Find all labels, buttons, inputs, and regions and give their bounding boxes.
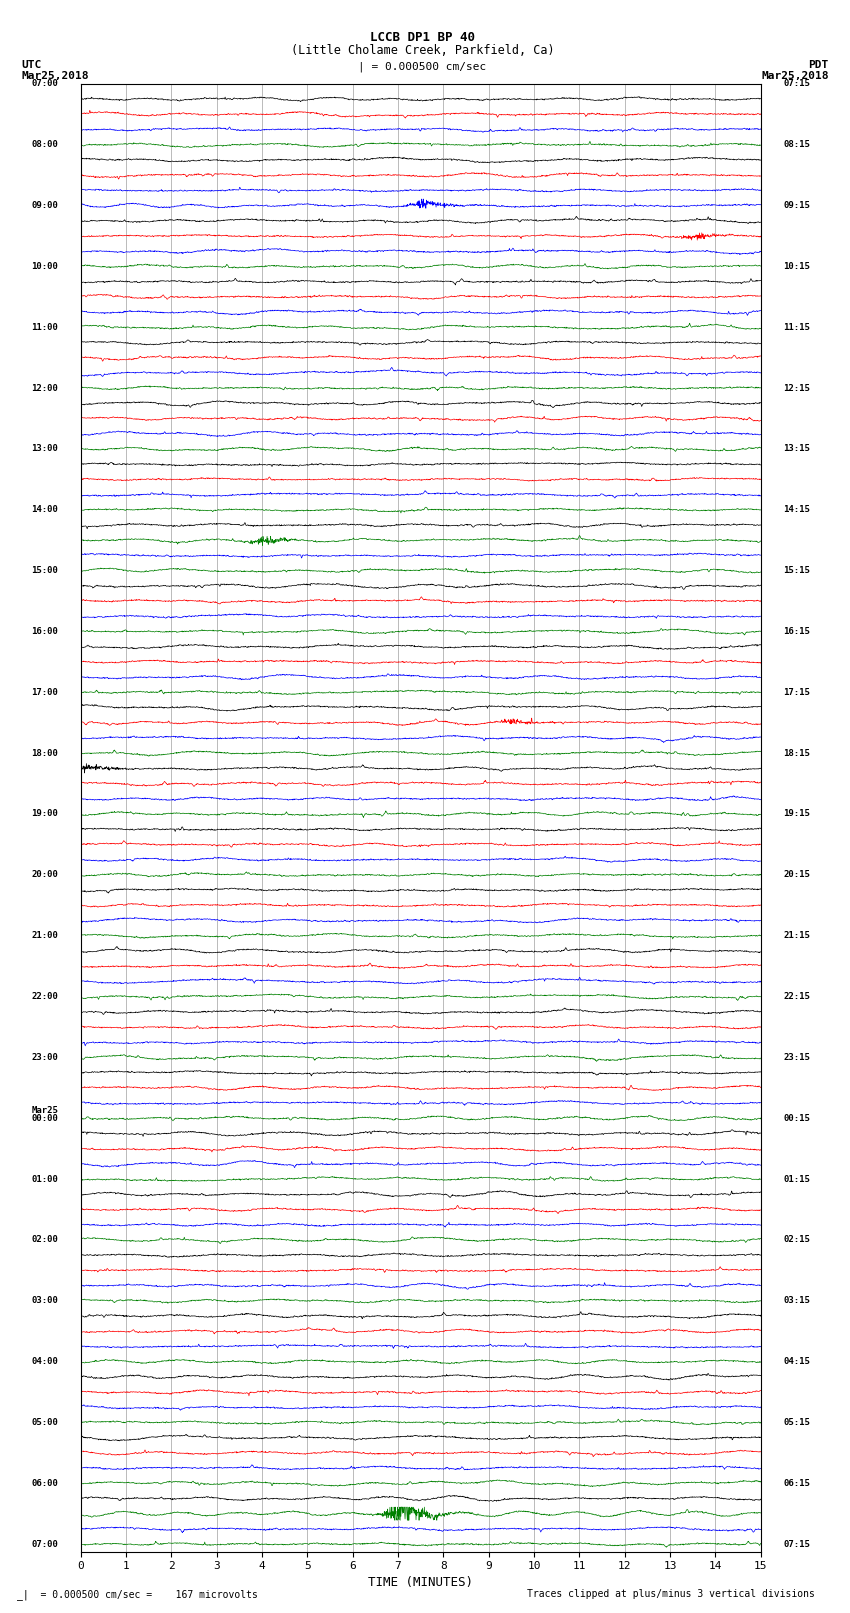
Text: 15:00: 15:00 [31, 566, 58, 576]
Text: 00:15: 00:15 [784, 1113, 810, 1123]
Text: 19:15: 19:15 [784, 810, 810, 818]
Text: 11:00: 11:00 [31, 323, 58, 332]
Text: 16:15: 16:15 [784, 627, 810, 636]
Text: 03:15: 03:15 [784, 1297, 810, 1305]
Text: Mar25: Mar25 [31, 1107, 58, 1115]
Text: 07:00: 07:00 [31, 79, 58, 89]
Text: 01:15: 01:15 [784, 1174, 810, 1184]
Text: 08:15: 08:15 [784, 140, 810, 150]
Text: 12:15: 12:15 [784, 384, 810, 392]
Text: 07:15: 07:15 [784, 1539, 810, 1548]
Text: 22:00: 22:00 [31, 992, 58, 1002]
Text: 04:00: 04:00 [31, 1357, 58, 1366]
Text: 11:15: 11:15 [784, 323, 810, 332]
Text: UTC: UTC [21, 60, 42, 69]
Text: 02:15: 02:15 [784, 1236, 810, 1244]
Text: Mar25,2018: Mar25,2018 [21, 71, 88, 81]
Text: 06:15: 06:15 [784, 1479, 810, 1487]
Text: 14:15: 14:15 [784, 505, 810, 515]
X-axis label: TIME (MINUTES): TIME (MINUTES) [368, 1576, 473, 1589]
Text: 18:00: 18:00 [31, 748, 58, 758]
Text: 01:00: 01:00 [31, 1174, 58, 1184]
Text: 18:15: 18:15 [784, 748, 810, 758]
Text: LCCB DP1 BP 40: LCCB DP1 BP 40 [370, 31, 475, 44]
Text: 05:00: 05:00 [31, 1418, 58, 1428]
Text: 16:00: 16:00 [31, 627, 58, 636]
Text: 19:00: 19:00 [31, 810, 58, 818]
Text: 17:00: 17:00 [31, 687, 58, 697]
Text: PDT: PDT [808, 60, 829, 69]
Text: 13:15: 13:15 [784, 445, 810, 453]
Text: Traces clipped at plus/minus 3 vertical divisions: Traces clipped at plus/minus 3 vertical … [527, 1589, 815, 1598]
Text: 06:00: 06:00 [31, 1479, 58, 1487]
Text: 02:00: 02:00 [31, 1236, 58, 1244]
Text: 00:00: 00:00 [31, 1113, 58, 1123]
Text: 15:15: 15:15 [784, 566, 810, 576]
Text: _|  = 0.000500 cm/sec =    167 microvolts: _| = 0.000500 cm/sec = 167 microvolts [17, 1589, 258, 1600]
Text: 14:00: 14:00 [31, 505, 58, 515]
Text: 07:00: 07:00 [31, 1539, 58, 1548]
Text: 17:15: 17:15 [784, 687, 810, 697]
Text: | = 0.000500 cm/sec: | = 0.000500 cm/sec [359, 61, 486, 73]
Text: 04:15: 04:15 [784, 1357, 810, 1366]
Text: 12:00: 12:00 [31, 384, 58, 392]
Text: 21:00: 21:00 [31, 931, 58, 940]
Text: 20:00: 20:00 [31, 871, 58, 879]
Text: 22:15: 22:15 [784, 992, 810, 1002]
Text: 10:00: 10:00 [31, 261, 58, 271]
Text: (Little Cholame Creek, Parkfield, Ca): (Little Cholame Creek, Parkfield, Ca) [291, 44, 554, 56]
Text: 05:15: 05:15 [784, 1418, 810, 1428]
Text: 03:00: 03:00 [31, 1297, 58, 1305]
Text: 10:15: 10:15 [784, 261, 810, 271]
Text: 23:15: 23:15 [784, 1053, 810, 1061]
Text: 13:00: 13:00 [31, 445, 58, 453]
Text: 23:00: 23:00 [31, 1053, 58, 1061]
Text: 20:15: 20:15 [784, 871, 810, 879]
Text: 08:00: 08:00 [31, 140, 58, 150]
Text: 09:00: 09:00 [31, 202, 58, 210]
Text: 21:15: 21:15 [784, 931, 810, 940]
Text: 07:15: 07:15 [784, 79, 810, 89]
Text: Mar25,2018: Mar25,2018 [762, 71, 829, 81]
Text: 09:15: 09:15 [784, 202, 810, 210]
